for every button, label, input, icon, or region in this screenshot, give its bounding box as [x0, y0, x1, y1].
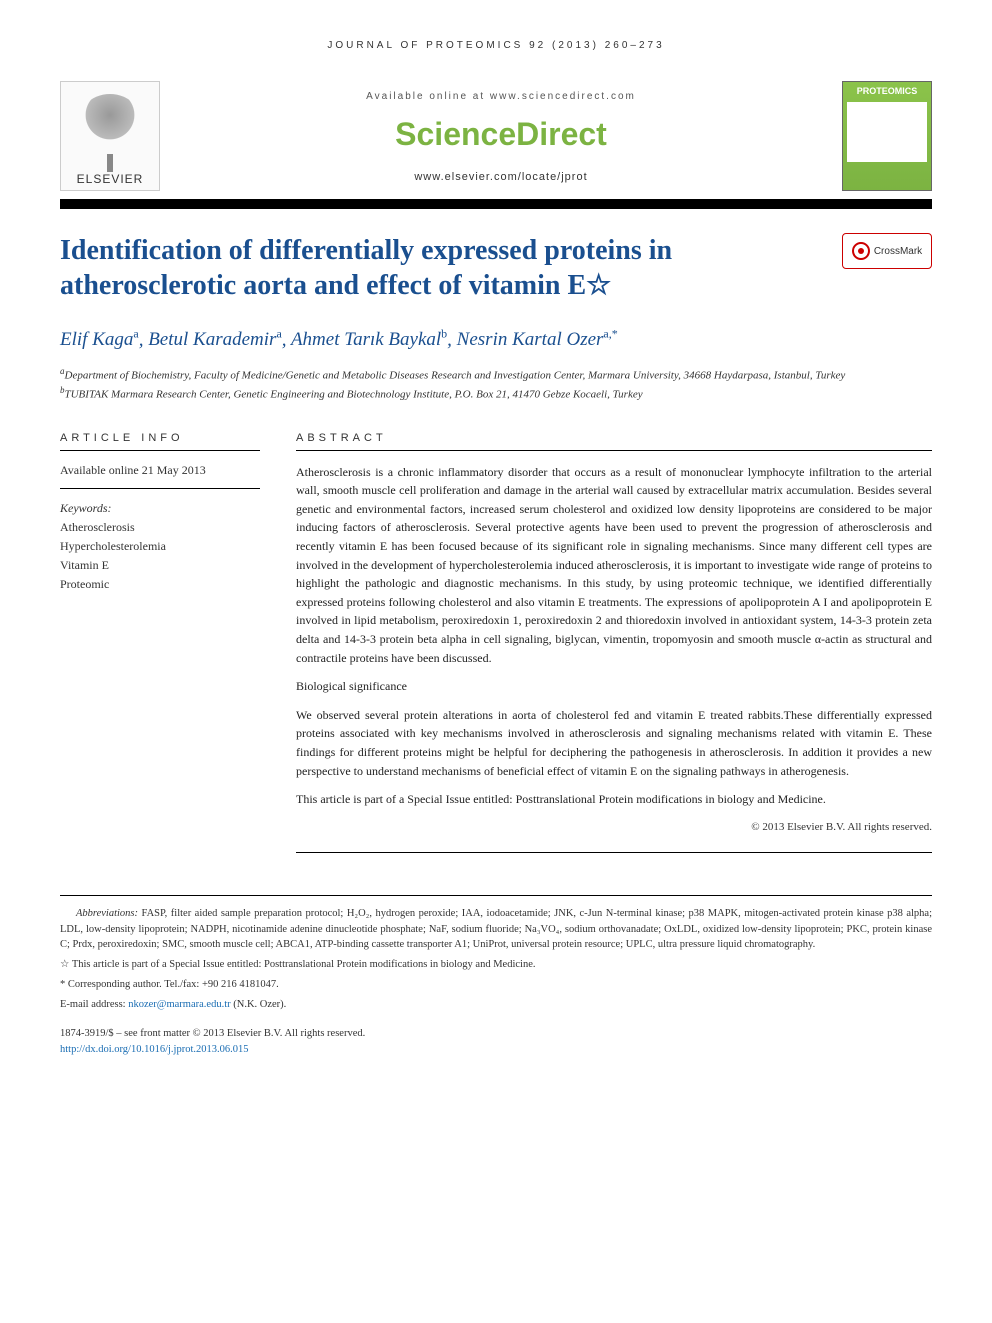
- corresponding-author: * Corresponding author. Tel./fax: +90 21…: [60, 977, 932, 993]
- title-star-icon: ☆: [586, 270, 611, 301]
- abstract-copyright: © 2013 Elsevier B.V. All rights reserved…: [296, 819, 932, 836]
- keywords-label: Keywords:: [60, 501, 260, 516]
- header-center: Available online at www.sciencedirect.co…: [160, 81, 842, 183]
- special-issue-note: This article is part of a Special Issue …: [296, 790, 932, 809]
- article-title: Identification of differentially express…: [60, 233, 822, 303]
- biological-significance-head: Biological significance: [296, 677, 932, 696]
- affiliation: aDepartment of Biochemistry, Faculty of …: [60, 365, 932, 384]
- keyword: Hypercholesterolemia: [60, 537, 260, 556]
- article-info-column: ARTICLE INFO Available online 21 May 201…: [60, 432, 260, 867]
- author: Nesrin Kartal Ozera,*: [457, 329, 618, 350]
- journal-cover-image: [847, 102, 927, 162]
- abbreviations: Abbreviations: FASP, filter aided sample…: [60, 906, 932, 953]
- elsevier-name: ELSEVIER: [77, 172, 144, 186]
- title-text: Identification of differentially express…: [60, 235, 672, 301]
- title-row: Identification of differentially express…: [60, 233, 932, 303]
- footer-bottom: 1874-3919/$ – see front matter © 2013 El…: [60, 1026, 932, 1058]
- crossmark-badge[interactable]: CrossMark: [842, 233, 932, 269]
- doi-link[interactable]: http://dx.doi.org/10.1016/j.jprot.2013.0…: [60, 1042, 932, 1058]
- star-footnote: ☆ This article is part of a Special Issu…: [60, 957, 932, 973]
- elsevier-logo: ELSEVIER: [60, 81, 160, 191]
- keywords-list: Atherosclerosis Hypercholesterolemia Vit…: [60, 518, 260, 595]
- keyword: Proteomic: [60, 575, 260, 594]
- article-info-head: ARTICLE INFO: [60, 432, 260, 451]
- elsevier-tree-icon: [75, 94, 145, 164]
- running-head: JOURNAL OF PROTEOMICS 92 (2013) 260–273: [60, 40, 932, 51]
- author: Betul Karademira: [148, 329, 282, 350]
- footer-section: Abbreviations: FASP, filter aided sample…: [60, 895, 932, 1058]
- authors-list: Elif Kagaa, Betul Karademira, Ahmet Tarı…: [60, 327, 932, 351]
- sciencedirect-brand: ScienceDirect: [160, 116, 842, 153]
- available-online-date: Available online 21 May 2013: [60, 463, 260, 489]
- email-link[interactable]: nkozer@marmara.edu.tr: [128, 999, 230, 1010]
- divider-bar: [60, 199, 932, 209]
- keyword: Vitamin E: [60, 556, 260, 575]
- crossmark-label: CrossMark: [874, 246, 922, 257]
- affiliations: aDepartment of Biochemistry, Faculty of …: [60, 365, 932, 403]
- journal-url: www.elsevier.com/locate/jprot: [160, 171, 842, 183]
- journal-cover-thumbnail: PROTEOMICS: [842, 81, 932, 191]
- journal-cover-title: PROTEOMICS: [847, 86, 927, 96]
- info-abstract-row: ARTICLE INFO Available online 21 May 201…: [60, 432, 932, 867]
- author: Elif Kagaa: [60, 329, 139, 350]
- abstract-body: Atherosclerosis is a chronic inflammator…: [296, 463, 932, 853]
- keyword: Atherosclerosis: [60, 518, 260, 537]
- affiliation: bTUBITAK Marmara Research Center, Geneti…: [60, 384, 932, 403]
- crossmark-icon: [852, 242, 870, 260]
- available-online-text: Available online at www.sciencedirect.co…: [160, 91, 842, 102]
- abstract-column: ABSTRACT Atherosclerosis is a chronic in…: [296, 432, 932, 867]
- biological-significance-text: We observed several protein alterations …: [296, 706, 932, 780]
- journal-header: ELSEVIER Available online at www.science…: [60, 81, 932, 191]
- abstract-head: ABSTRACT: [296, 432, 932, 451]
- email-line: E-mail address: nkozer@marmara.edu.tr (N…: [60, 997, 932, 1013]
- issn-line: 1874-3919/$ – see front matter © 2013 El…: [60, 1026, 932, 1042]
- author: Ahmet Tarık Baykalb: [291, 329, 447, 350]
- abstract-main: Atherosclerosis is a chronic inflammator…: [296, 463, 932, 668]
